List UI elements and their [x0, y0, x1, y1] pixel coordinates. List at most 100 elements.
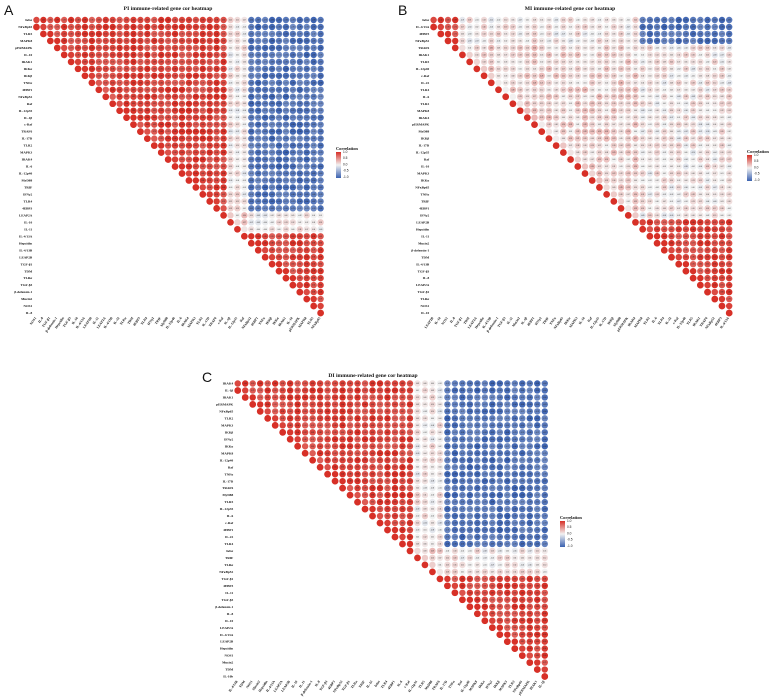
corr-value: 0.82: [187, 47, 190, 49]
corr-value: 0.98: [153, 40, 156, 42]
corr-value: -0.80: [483, 467, 487, 469]
corr-value: -0.74: [270, 159, 274, 161]
corr-value: -0.83: [468, 453, 472, 455]
corr-value: 0.80: [139, 54, 142, 56]
corr-value: 0.02: [305, 222, 308, 224]
corr-value: 0.12: [598, 61, 601, 63]
corr-value: 0.02: [605, 82, 608, 84]
corr-value: 0.89: [394, 404, 397, 406]
corr-cell: [109, 37, 116, 45]
corr-value: 0.87: [194, 166, 197, 168]
corr-value: 0.18: [229, 208, 232, 210]
corr-value: -0.07: [706, 180, 710, 182]
corr-value: -1.00: [446, 418, 450, 420]
corr-value: 0.78: [394, 439, 397, 441]
corr-value: -0.93: [312, 82, 316, 84]
corr-cell: [310, 51, 317, 59]
corr-value: 0.79: [153, 19, 156, 21]
corr-cell: [123, 44, 130, 52]
corr-cell: [310, 23, 317, 31]
corr-value: 1.00: [289, 390, 292, 392]
corr-value: 0.81: [274, 390, 277, 392]
corr-value: 0.18: [584, 152, 587, 154]
corr-value: 1.00: [298, 243, 301, 245]
corr-value: 0.92: [139, 40, 142, 42]
corr-cell: [282, 44, 290, 52]
row-label: Iκbα: [422, 18, 429, 22]
corr-value: -0.03: [641, 152, 645, 154]
corr-value: 0.12: [648, 201, 651, 203]
corr-value: -0.94: [513, 404, 517, 406]
corr-value: -0.00: [263, 229, 267, 231]
corr-value: 0.08: [511, 75, 514, 77]
corr-value: 0.14: [483, 33, 486, 35]
corr-value: -0.07: [583, 33, 587, 35]
corr-value: 0.12: [656, 54, 659, 56]
corr-value: 0.02: [569, 47, 572, 49]
corr-value: 0.98: [208, 138, 211, 140]
corr-value: 0.05: [576, 61, 579, 63]
corr-value: 0.19: [641, 208, 644, 210]
corr-value: -0.87: [263, 166, 267, 168]
corr-value: 0.17: [641, 103, 644, 105]
corr-value: -0.70: [543, 460, 547, 462]
corr-value: 0.04: [555, 54, 558, 56]
corr-value: 0.76: [386, 446, 389, 448]
corr-value: 0.04: [634, 110, 637, 112]
corr-value: 0.00: [692, 187, 695, 189]
corr-value: 0.85: [181, 145, 184, 147]
corr-cell: [234, 51, 241, 59]
corr-value: 0.93: [713, 271, 716, 273]
corr-cell: [261, 51, 269, 59]
row-label: MAPK8: [221, 451, 233, 455]
corr-value: 0.84: [349, 390, 352, 392]
corr-value: -0.72: [536, 439, 540, 441]
corr-value: -0.73: [250, 145, 254, 147]
corr-cell: [268, 30, 276, 38]
corr-value: 0.12: [620, 173, 623, 175]
corr-value: 1.00: [394, 474, 397, 476]
corr-value: -0.01: [648, 180, 652, 182]
corr-value: 0.18: [656, 61, 659, 63]
corr-value: 0.17: [663, 68, 666, 70]
corr-value: -0.90: [291, 54, 295, 56]
corr-cell: [130, 114, 137, 121]
corr-value: 1.00: [111, 26, 114, 28]
corr-value: -0.85: [319, 187, 323, 189]
corr-cell: [61, 16, 68, 24]
corr-value: 0.07: [634, 40, 637, 42]
corr-value: 1.00: [42, 19, 45, 21]
corr-value: -0.97: [277, 131, 281, 133]
corr-value: -0.07: [670, 75, 674, 77]
corr-value: 0.80: [181, 61, 184, 63]
corr-value: 0.88: [153, 61, 156, 63]
corr-cell: [95, 58, 103, 66]
corr-value: 0.29: [627, 61, 630, 63]
corr-value: 0.16: [547, 26, 550, 28]
corr-value: 0.02: [229, 47, 232, 49]
corr-value: 0.19: [612, 103, 615, 105]
corr-value: 0.02: [656, 180, 659, 182]
corr-value: 0.89: [670, 236, 673, 238]
corr-value: -0.71: [277, 54, 281, 56]
corr-value: -0.93: [305, 131, 309, 133]
corr-value: -0.89: [713, 33, 717, 35]
corr-value: 0.87: [386, 411, 389, 413]
corr-cell: [123, 16, 130, 24]
corr-value: -0.04: [684, 75, 688, 77]
corr-value: -0.99: [663, 26, 667, 28]
column-label: IFNγ2: [147, 316, 156, 326]
corr-value: -0.84: [543, 425, 547, 427]
corr-value: 0.86: [167, 26, 170, 28]
corr-cell: [116, 100, 123, 107]
corr-value: 0.05: [547, 89, 550, 91]
corr-value: 0.14: [598, 110, 601, 112]
corr-value: 0.84: [364, 453, 367, 455]
corr-value: -0.97: [291, 131, 295, 133]
corr-value: 0.93: [132, 19, 135, 21]
corr-value: 0.12: [243, 201, 246, 203]
corr-value: 1.00: [274, 383, 277, 385]
row-label: MAPK8: [417, 109, 429, 113]
corr-value: 0.11: [677, 110, 680, 112]
corr-value: 0.12: [620, 103, 623, 105]
